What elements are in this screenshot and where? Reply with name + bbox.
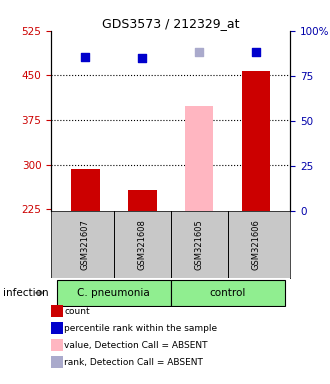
- Bar: [71, 169, 100, 211]
- Text: GSM321608: GSM321608: [138, 219, 147, 270]
- Point: [197, 49, 202, 55]
- Text: percentile rank within the sample: percentile rank within the sample: [64, 324, 217, 333]
- Bar: [128, 190, 156, 211]
- Bar: [242, 71, 271, 211]
- Text: infection: infection: [3, 288, 49, 298]
- Bar: [185, 106, 214, 211]
- Text: count: count: [64, 306, 90, 316]
- Title: GDS3573 / 212329_at: GDS3573 / 212329_at: [102, 17, 240, 30]
- Point: [140, 55, 145, 61]
- Bar: [171, 280, 285, 306]
- Point: [83, 54, 88, 60]
- Point: [253, 49, 259, 55]
- Text: value, Detection Call = ABSENT: value, Detection Call = ABSENT: [64, 341, 208, 350]
- Text: GSM321606: GSM321606: [252, 219, 261, 270]
- Text: control: control: [210, 288, 246, 298]
- Text: rank, Detection Call = ABSENT: rank, Detection Call = ABSENT: [64, 358, 203, 367]
- Text: GSM321605: GSM321605: [195, 219, 204, 270]
- Text: GSM321607: GSM321607: [81, 219, 90, 270]
- Text: C. pneumonia: C. pneumonia: [78, 288, 150, 298]
- Bar: [57, 280, 171, 306]
